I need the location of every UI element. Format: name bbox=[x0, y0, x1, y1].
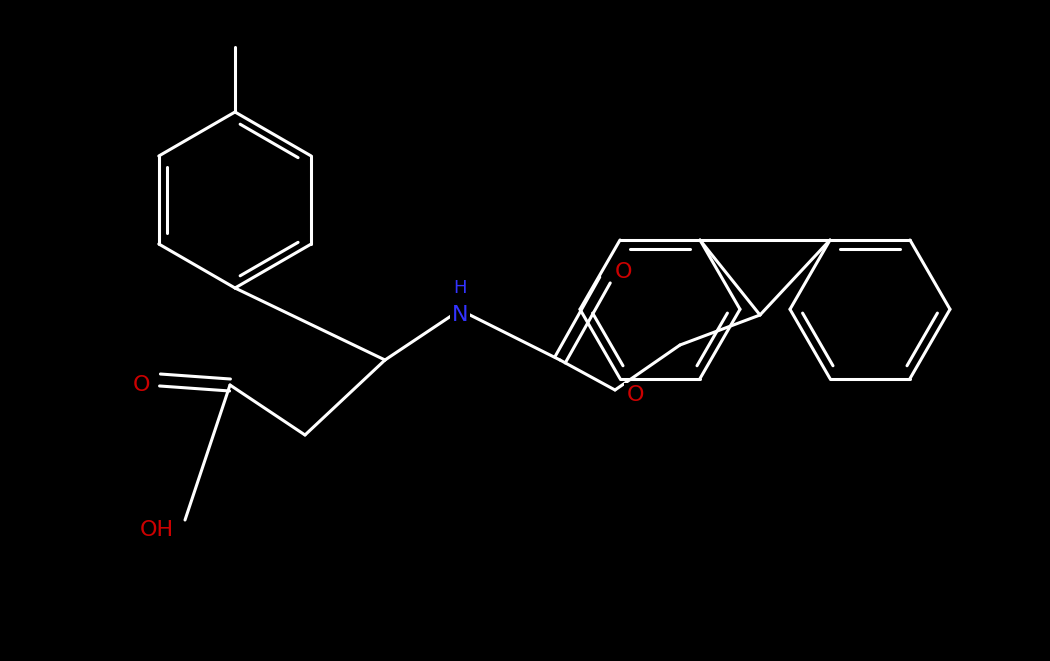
Text: O: O bbox=[614, 262, 632, 282]
Text: H: H bbox=[454, 279, 467, 297]
Text: N: N bbox=[452, 305, 468, 325]
Text: OH: OH bbox=[140, 520, 174, 540]
Text: O: O bbox=[133, 375, 151, 395]
Text: O: O bbox=[626, 385, 644, 405]
